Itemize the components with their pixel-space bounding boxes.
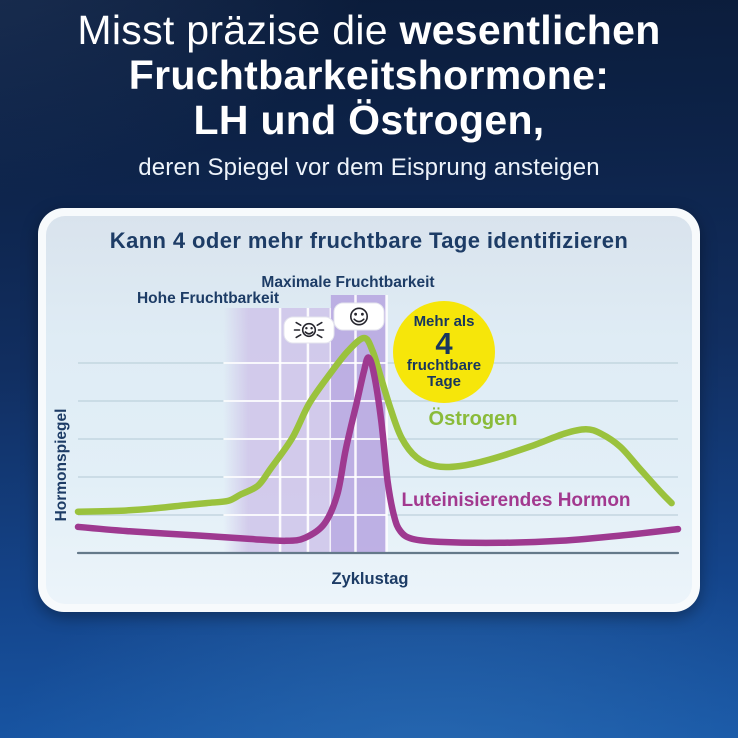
headline-line1-bold: wesentlichen — [399, 7, 661, 53]
peak-fertility-label: Maximale Fruchtbarkeit — [261, 274, 435, 291]
headline-line1-regular: Misst präzise die — [77, 7, 400, 53]
fertile-days-badge: Mehr als 4 fruchtbare Tage — [393, 301, 495, 403]
static-smiley-icon — [333, 302, 385, 331]
badge-line1: Mehr als — [413, 313, 475, 330]
headline-line2: Fruchtbarkeitshormone: — [128, 52, 610, 98]
fertility-chart-canvas — [74, 295, 682, 555]
flashing-smiley-icon — [283, 316, 335, 344]
badge-line2: fruchtbare — [406, 357, 482, 374]
y-axis-label: Hormonspiegel — [53, 408, 70, 522]
high-fertility-label: Hohe Fruchtbarkeit — [136, 290, 280, 307]
chart-card: Kann 4 oder mehr fruchtbare Tage identif… — [38, 208, 700, 612]
chart-title: Kann 4 oder mehr fruchtbare Tage identif… — [109, 228, 629, 253]
headline: Misst präzise die wesentlichen Fruchtbar… — [0, 8, 738, 182]
hormone-curves — [74, 334, 682, 547]
headline-subtitle: deren Spiegel vor dem Eisprung ansteigen — [138, 154, 600, 181]
headline-line1: Misst präzise die wesentlichen — [0, 8, 738, 53]
badge-number: 4 — [435, 326, 453, 361]
headline-line3: LH und Östrogen, — [193, 97, 545, 143]
badge-line3: Tage — [427, 373, 461, 390]
x-axis-label: Zyklustag — [331, 570, 409, 588]
estrogen-curve-label: Östrogen — [428, 408, 518, 430]
lh-curve-label: Luteinisierendes Hormon — [401, 490, 631, 511]
